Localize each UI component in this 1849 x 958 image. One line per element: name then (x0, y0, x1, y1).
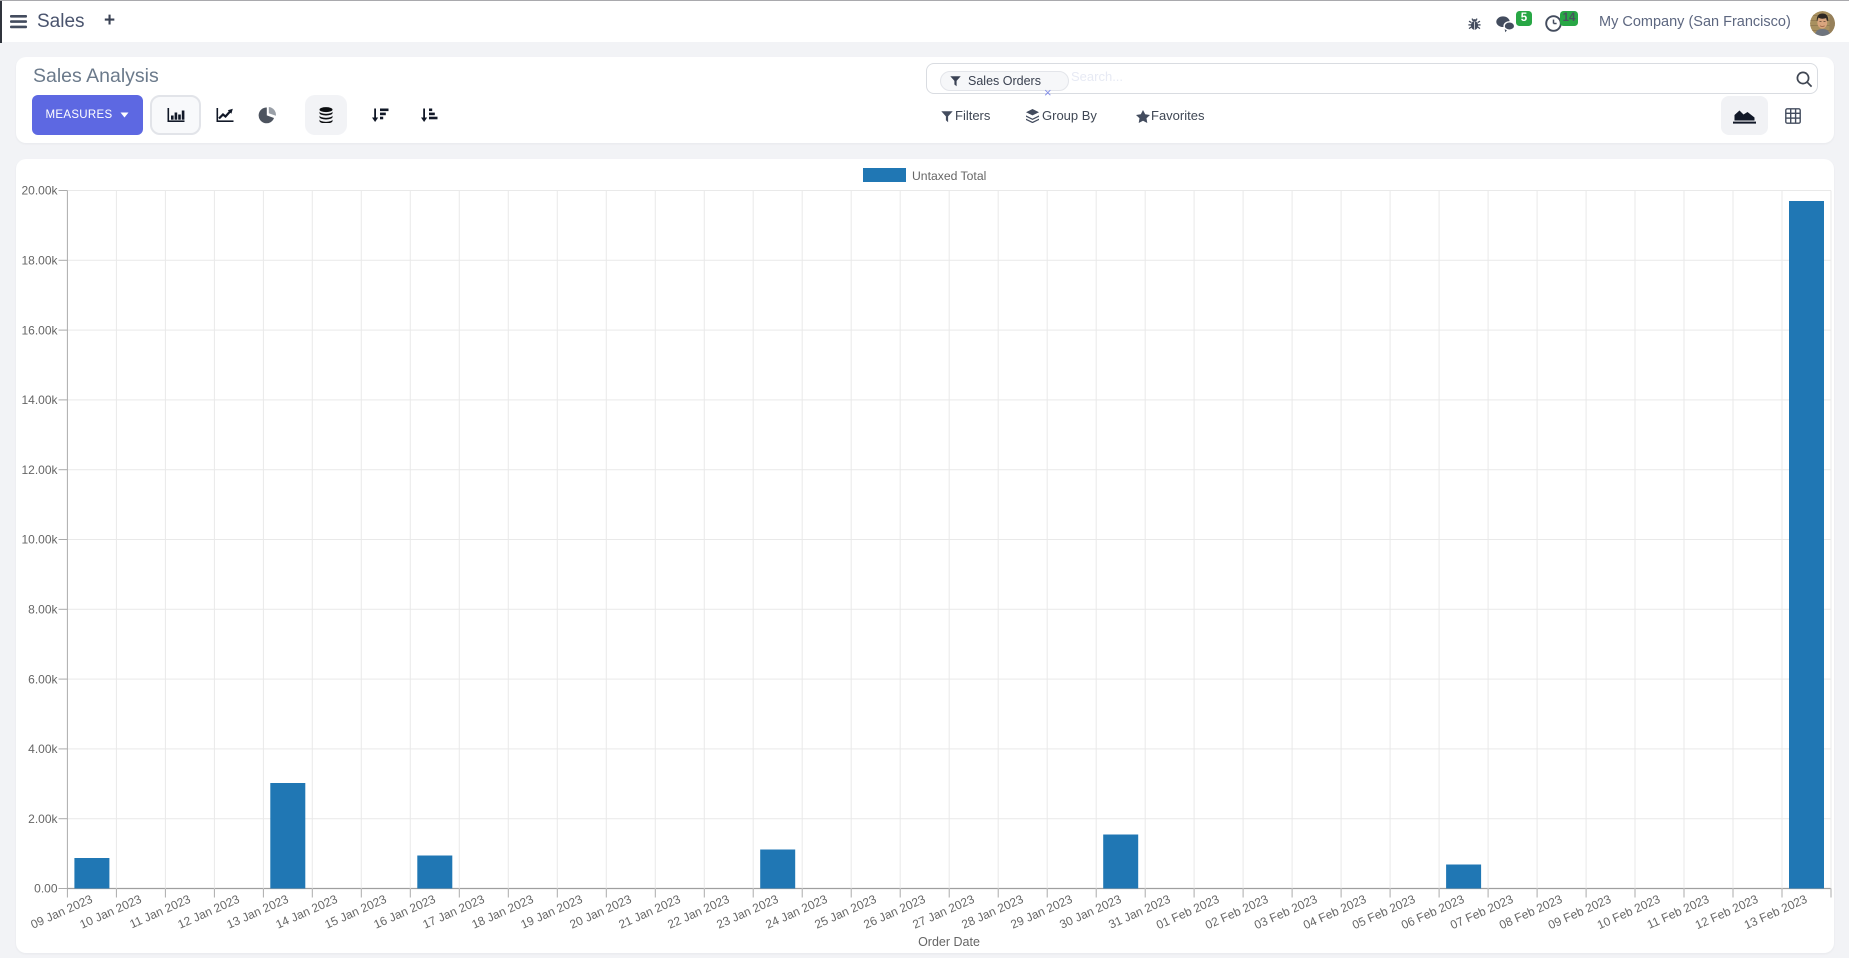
svg-text:Order Date: Order Date (918, 935, 980, 949)
svg-text:4.00k: 4.00k (28, 742, 58, 756)
svg-text:2.00k: 2.00k (28, 812, 58, 826)
svg-text:10.00k: 10.00k (21, 533, 58, 547)
svg-text:0.00: 0.00 (34, 882, 58, 896)
svg-text:Untaxed Total: Untaxed Total (912, 169, 986, 183)
svg-text:16.00k: 16.00k (21, 323, 58, 337)
svg-text:8.00k: 8.00k (28, 603, 58, 617)
svg-text:18.00k: 18.00k (21, 254, 58, 268)
svg-text:20.00k: 20.00k (21, 184, 58, 198)
svg-text:6.00k: 6.00k (28, 672, 58, 686)
svg-text:12.00k: 12.00k (21, 463, 58, 477)
svg-text:14.00k: 14.00k (21, 393, 58, 407)
